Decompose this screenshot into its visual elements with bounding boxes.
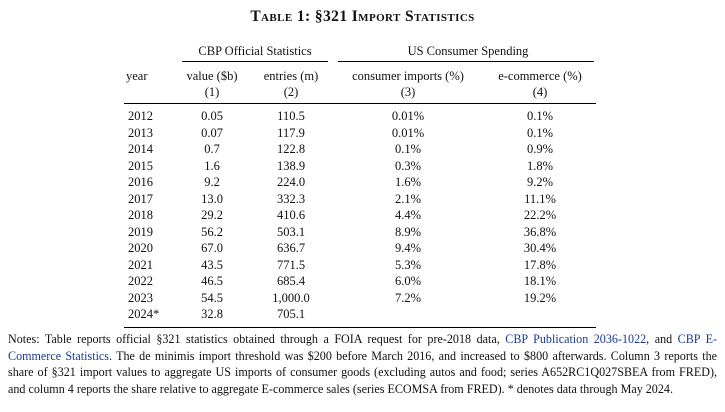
year-cell: 2014: [128, 142, 153, 156]
year-cell: 2013: [128, 125, 153, 140]
notes-text-3: . The de minimis import threshold was $2…: [8, 348, 717, 396]
group-header-us: US Consumer Spending: [407, 44, 529, 58]
value-cell: 56.2: [201, 224, 223, 239]
col-num-3: (3): [400, 85, 416, 99]
col-num-4: (4): [532, 85, 548, 99]
consumer-imports-cell: 5.3%: [394, 257, 422, 272]
value-cell: 0.07: [201, 125, 223, 140]
consumer-imports-cell: 7.2%: [394, 290, 422, 305]
notes-text-2: , and: [646, 332, 678, 346]
year-cell: 2018: [128, 208, 153, 222]
value-cell: 13.0: [201, 191, 223, 206]
year-cell: 2017: [128, 191, 153, 206]
ecommerce-cell: 0.9%: [526, 142, 554, 156]
value-cell: 46.5: [201, 274, 223, 288]
col-header-entries: entries (m): [263, 69, 319, 83]
value-cell: 32.8: [201, 307, 223, 321]
entries-cell: 685.4: [276, 274, 306, 288]
consumer-imports-cell: 2.1%: [394, 191, 422, 206]
consumer-imports-cell: 0.01%: [391, 125, 425, 140]
consumer-imports-cell: 4.4%: [394, 208, 422, 222]
entries-cell: 410.6: [276, 208, 306, 222]
value-cell: 0.7: [204, 142, 220, 156]
ecommerce-cell: 22.2%: [523, 208, 557, 222]
entries-cell: 110.5: [277, 109, 305, 123]
group-rule-cbp: [182, 61, 328, 62]
header-rule: [124, 103, 596, 104]
year-cell: 2015: [128, 158, 153, 173]
value-cell: 67.0: [201, 241, 223, 255]
entries-cell: 138.9: [276, 158, 306, 173]
ecommerce-cell: 19.2%: [523, 290, 557, 305]
entries-cell: 122.8: [276, 142, 306, 156]
table-title: Table 1: §321 Import Statistics: [250, 8, 475, 25]
entries-cell: 771.5: [276, 257, 306, 272]
ecommerce-cell: 0.1%: [526, 125, 554, 140]
year-cell: 2020: [128, 241, 153, 255]
value-cell: 1.6: [204, 158, 220, 173]
col-num-1: (1): [204, 85, 220, 99]
entries-cell: 224.0: [276, 175, 306, 189]
value-cell: 54.5: [201, 290, 223, 305]
consumer-imports-cell: 0.1%: [394, 142, 422, 156]
ecommerce-cell: 17.8%: [523, 257, 557, 272]
value-cell: 0.05: [201, 109, 223, 123]
ecommerce-cell: 11.1%: [524, 191, 556, 206]
consumer-imports-cell: 0.01%: [391, 109, 425, 123]
ecommerce-cell: 18.1%: [523, 274, 557, 288]
col-num-2: (2): [283, 85, 299, 99]
col-header-ecommerce: e-commerce (%): [498, 69, 582, 83]
cbp-publication-link[interactable]: CBP Publication 2036-1022: [505, 332, 647, 346]
year-cell: 2023: [128, 290, 153, 305]
group-header-cbp: CBP Official Statistics: [198, 44, 312, 58]
entries-cell: 117.9: [277, 125, 305, 140]
ecommerce-cell: 9.2%: [526, 175, 554, 189]
value-cell: 29.2: [201, 208, 223, 222]
consumer-imports-cell: 8.9%: [394, 224, 422, 239]
year-cell: 2022: [128, 274, 153, 288]
entries-cell: 636.7: [276, 241, 306, 255]
consumer-imports-cell: 1.6%: [394, 175, 422, 189]
consumer-imports-cell: 0.3%: [394, 158, 422, 173]
consumer-imports-cell: 9.4%: [394, 241, 422, 255]
value-cell: 9.2: [204, 175, 220, 189]
ecommerce-cell: 36.8%: [523, 224, 557, 239]
col-header-consumer-imports: consumer imports (%): [352, 69, 464, 83]
year-cell: 2024*: [128, 307, 160, 321]
notes-text-1: Notes: Table reports official §321 stati…: [8, 332, 506, 346]
entries-cell: 332.3: [276, 191, 306, 206]
consumer-imports-cell: 6.0%: [394, 274, 422, 288]
year-cell: 2016: [128, 175, 153, 189]
year-cell: 2021: [128, 257, 153, 272]
value-cell: 43.5: [201, 257, 223, 272]
col-header-year: year: [126, 69, 148, 83]
ecommerce-cell: 30.4%: [523, 241, 557, 255]
group-rule-us: [338, 61, 594, 62]
cbp-ecommerce-statistics-link[interactable]: CBP E-Commerce Statistics: [8, 332, 717, 363]
table-notes: Notes: Table reports official §321 stati…: [8, 331, 717, 397]
ecommerce-cell: 1.8%: [526, 158, 554, 173]
year-cell: 2019: [128, 224, 153, 239]
entries-cell: 705.1: [276, 307, 306, 321]
col-header-value: value ($b): [186, 69, 238, 83]
table-bottom-rule: [124, 326, 596, 328]
entries-cell: 503.1: [276, 224, 306, 239]
year-cell: 2012: [128, 109, 153, 123]
ecommerce-cell: 0.1%: [526, 109, 554, 123]
entries-cell: 1,000.0: [272, 290, 310, 305]
